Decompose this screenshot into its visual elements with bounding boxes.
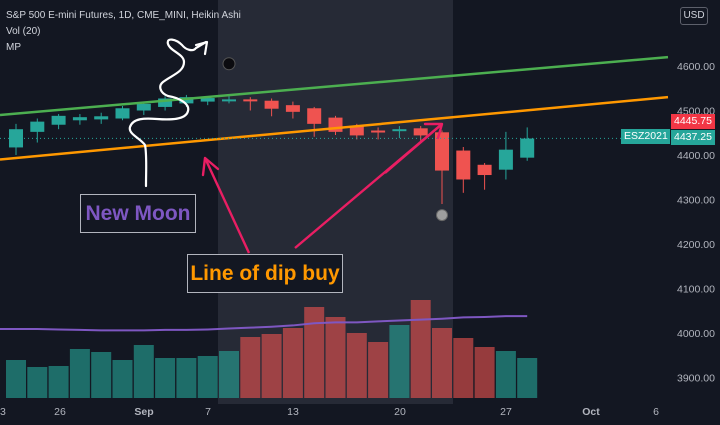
candle-body[interactable]: [136, 103, 151, 111]
candle-body[interactable]: [349, 125, 364, 136]
volume-bar: [325, 317, 346, 398]
volume-bar: [474, 347, 495, 398]
squiggle-drawing: [128, 38, 208, 188]
candle-body[interactable]: [179, 97, 194, 104]
volume-bar: [240, 337, 261, 398]
close-price-tag: 4437.25: [671, 130, 715, 145]
candle-body[interactable]: [498, 149, 513, 170]
volume-bar: [155, 358, 176, 398]
lower-trendline[interactable]: [0, 95, 669, 161]
volume-bar: [48, 366, 69, 398]
dip-buy-annotation: Line of dip buy: [187, 254, 343, 293]
volume-bar: [112, 360, 133, 398]
upper-trendline[interactable]: [0, 55, 669, 117]
x-axis-tick-label: Sep: [134, 406, 153, 418]
chart-legend: S&P 500 E-mini Futures, 1D, CME_MINI, He…: [6, 8, 241, 56]
y-axis-tick-label: 4400.00: [677, 150, 715, 162]
volume-bar: [176, 358, 197, 398]
candle-body[interactable]: [307, 108, 322, 124]
volume-bar: [410, 300, 431, 398]
volume-bar: [6, 360, 26, 398]
candle-body[interactable]: [222, 99, 236, 102]
candle-body[interactable]: [413, 128, 428, 136]
last-price-tag: 4445.75: [671, 114, 715, 129]
volume-bar: [368, 342, 389, 398]
arrow-line-left: [203, 157, 251, 254]
x-axis-tick-label: 7: [205, 406, 211, 418]
volume-bar: [453, 338, 474, 398]
x-axis-tick-label: Oct: [582, 406, 600, 418]
candle-body[interactable]: [243, 99, 258, 102]
x-axis-tick-label: 26: [54, 406, 66, 418]
candle-body[interactable]: [392, 129, 407, 132]
y-axis-tick-label: 4200.00: [677, 239, 715, 251]
y-axis-tick-label: 4100.00: [677, 284, 715, 296]
volume-bar: [517, 358, 538, 398]
arrow-head-right: [423, 122, 444, 140]
currency-button[interactable]: USD: [680, 7, 708, 25]
volume-bar: [91, 352, 112, 398]
candle-body[interactable]: [435, 132, 449, 171]
candle-body[interactable]: [30, 121, 45, 132]
volume-bar: [133, 345, 154, 398]
y-axis-tick-label: 4300.00: [677, 195, 715, 207]
candle-body[interactable]: [285, 105, 300, 112]
volume-ma-line: [0, 315, 528, 332]
volume-bar: [282, 328, 303, 398]
candle-body[interactable]: [371, 130, 386, 133]
candle-body[interactable]: [158, 98, 173, 107]
candle-body[interactable]: [520, 138, 535, 158]
x-axis-tick-label: 20: [394, 406, 406, 418]
x-axis-tick-label: 23: [0, 406, 6, 418]
new-moon-annotation: New Moon: [80, 194, 196, 233]
volume-bar: [261, 334, 282, 398]
candle-body[interactable]: [477, 164, 492, 176]
x-axis-tick-label: 13: [287, 406, 299, 418]
volume-bar: [69, 349, 90, 398]
mp-indicator-label[interactable]: MP: [6, 42, 21, 53]
volume-bar: [389, 325, 410, 398]
candle-body[interactable]: [94, 116, 109, 120]
arrow-line-dip: [384, 123, 443, 174]
new-moon-marker: [222, 57, 236, 71]
candle-body[interactable]: [264, 100, 279, 109]
candle-body[interactable]: [51, 115, 66, 125]
candle-body[interactable]: [456, 150, 471, 180]
candle-body[interactable]: [72, 117, 87, 121]
volume-bar: [432, 328, 452, 398]
volume-bar: [346, 333, 367, 398]
y-axis-tick-label: 3900.00: [677, 373, 715, 385]
arrow-head-left: [201, 156, 220, 177]
candle-body[interactable]: [200, 98, 215, 102]
chart-title: S&P 500 E-mini Futures, 1D, CME_MINI, He…: [6, 10, 241, 21]
volume-bar: [219, 351, 239, 398]
volume-bar: [27, 367, 48, 398]
volume-indicator-label[interactable]: Vol (20): [6, 26, 41, 37]
candle-body[interactable]: [115, 108, 130, 119]
full-moon-marker: [436, 209, 448, 222]
volume-bar: [197, 356, 218, 398]
x-axis-tick-label: 6: [653, 406, 659, 418]
volume-bar: [495, 351, 516, 398]
volume-bar: [304, 307, 325, 398]
y-axis-tick-label: 4600.00: [677, 61, 715, 73]
x-axis-tick-label: 27: [500, 406, 512, 418]
squiggle-arrow-tip: [194, 40, 209, 56]
symbol-price-tag: ESZ2021: [621, 129, 670, 144]
y-axis-tick-label: 4000.00: [677, 328, 715, 340]
